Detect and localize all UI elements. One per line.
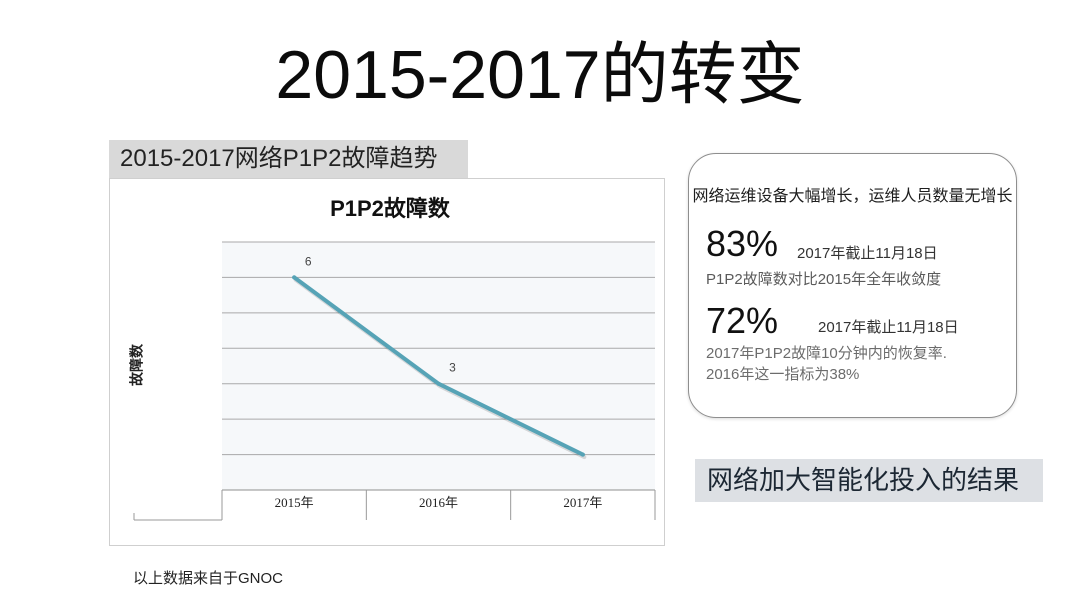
stat-date: 2017年截止11月18日: [797, 245, 938, 262]
chart-title: P1P2故障数: [330, 196, 451, 221]
chart-section-header: 2015-2017网络P1P2故障趋势: [109, 140, 468, 178]
conclusion-text: 网络加大智能化投入的结果: [707, 465, 1020, 495]
x-tick-label: 2017年: [563, 495, 602, 510]
series-group: [292, 275, 587, 460]
category-table: 2015年 2016年 2017年: [133, 490, 656, 521]
line-chart: P1P2故障数 故障数 2015年 2016年 2017年 63: [109, 178, 665, 546]
stat-value: 83%: [706, 223, 779, 264]
data-point: [580, 452, 585, 457]
stats-panel: 网络运维设备大幅增长，运维人员数量无增长 83% 2017年截止11月18日 P…: [688, 153, 1017, 418]
stat-description: P1P2故障数对比2015年全年收敛度: [706, 271, 942, 288]
data-label: 6: [305, 254, 312, 268]
data-labels: 63: [305, 254, 456, 374]
stat-date: 2017年截止11月18日: [818, 319, 959, 336]
stats-headline: 网络运维设备大幅增长，运维人员数量无增长: [692, 188, 1013, 205]
y-axis-label: 故障数: [129, 343, 145, 386]
plot-area: [222, 242, 655, 490]
stat-description: 2016年这一指标为38%: [706, 366, 860, 383]
data-label: 3: [449, 361, 456, 375]
data-point: [292, 275, 297, 280]
conclusion-banner: 网络加大智能化投入的结果: [695, 459, 1043, 502]
data-point: [436, 381, 441, 386]
x-tick-label: 2015年: [275, 495, 314, 510]
stat-value: 72%: [706, 300, 779, 341]
source-note: 以上数据来自于GNOC: [133, 570, 284, 587]
x-tick-label: 2016年: [419, 495, 458, 510]
stat-description: 2017年P1P2故障10分钟内的恢复率.: [706, 345, 947, 362]
slide-title: 2015-2017的转变: [275, 37, 805, 113]
chart-section-header-text: 2015-2017网络P1P2故障趋势: [120, 145, 438, 172]
